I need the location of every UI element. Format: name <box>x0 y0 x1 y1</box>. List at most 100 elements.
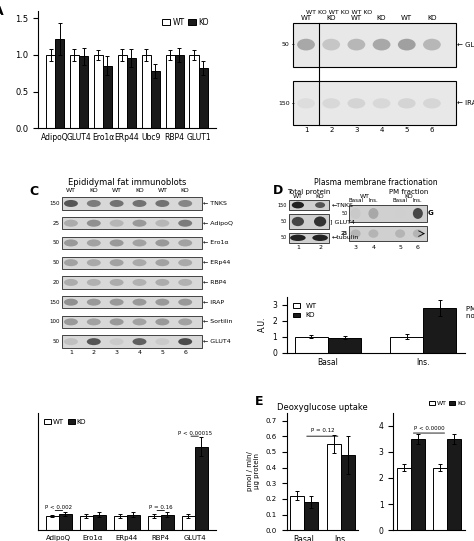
Ellipse shape <box>322 39 340 50</box>
Ellipse shape <box>133 200 146 207</box>
Text: C: C <box>29 185 38 198</box>
Bar <box>62 197 202 209</box>
Ellipse shape <box>64 319 78 325</box>
Bar <box>80 516 93 530</box>
Ellipse shape <box>87 279 101 286</box>
Text: 5: 5 <box>405 127 409 133</box>
Text: KO: KO <box>135 188 144 193</box>
Ellipse shape <box>155 259 169 266</box>
Text: P < 0.002: P < 0.002 <box>46 505 73 510</box>
Ellipse shape <box>178 338 192 345</box>
Ellipse shape <box>373 98 391 109</box>
Text: Total protein: Total protein <box>287 189 331 195</box>
Title: Deoxyglucose uptake: Deoxyglucose uptake <box>277 403 368 412</box>
Text: ← ERp44: ← ERp44 <box>203 260 230 265</box>
Text: 50: 50 <box>281 219 287 224</box>
Ellipse shape <box>413 229 423 238</box>
Ellipse shape <box>395 208 405 219</box>
Text: 4: 4 <box>372 245 375 249</box>
Ellipse shape <box>87 220 101 227</box>
Text: 50: 50 <box>342 211 348 216</box>
Text: G: G <box>428 210 434 216</box>
Bar <box>295 337 328 353</box>
Ellipse shape <box>312 235 328 241</box>
Ellipse shape <box>292 202 304 208</box>
Bar <box>142 55 151 128</box>
Ellipse shape <box>87 338 101 345</box>
Bar <box>62 237 202 249</box>
Text: KO: KO <box>427 15 437 21</box>
Bar <box>341 455 355 530</box>
Bar <box>127 58 136 128</box>
Text: 1: 1 <box>304 127 308 133</box>
Text: 1: 1 <box>296 245 300 249</box>
Text: ← Ero1α: ← Ero1α <box>203 240 228 246</box>
Text: 3: 3 <box>354 127 359 133</box>
Ellipse shape <box>155 319 169 325</box>
Ellipse shape <box>292 217 304 226</box>
Text: ← GLUT4: ← GLUT4 <box>457 42 474 48</box>
Legend: WT, KO: WT, KO <box>290 300 319 321</box>
Ellipse shape <box>133 240 146 247</box>
Text: 150: 150 <box>49 201 60 206</box>
Legend: WT, KO: WT, KO <box>159 15 212 30</box>
Ellipse shape <box>64 299 78 306</box>
Text: WT: WT <box>301 15 311 21</box>
Text: ←TNKS: ←TNKS <box>331 202 353 208</box>
Text: 5: 5 <box>398 245 402 249</box>
Ellipse shape <box>87 200 101 207</box>
Text: 25: 25 <box>342 231 348 236</box>
Ellipse shape <box>155 299 169 306</box>
Bar <box>327 444 341 530</box>
Bar <box>290 496 304 530</box>
Ellipse shape <box>133 299 146 306</box>
Bar <box>289 200 329 210</box>
Text: 20: 20 <box>53 280 60 285</box>
Bar <box>127 514 140 530</box>
Text: 25: 25 <box>53 221 60 226</box>
Ellipse shape <box>395 229 405 238</box>
Text: 6: 6 <box>183 350 187 355</box>
Bar <box>174 55 184 128</box>
Ellipse shape <box>373 39 391 50</box>
Ellipse shape <box>133 279 146 286</box>
Ellipse shape <box>155 200 169 207</box>
Ellipse shape <box>155 220 169 227</box>
Ellipse shape <box>109 299 124 306</box>
Text: WT: WT <box>293 194 303 199</box>
Text: ← GLUT4: ← GLUT4 <box>203 339 231 344</box>
Text: KO: KO <box>90 188 98 193</box>
Bar <box>46 516 59 530</box>
Text: 150: 150 <box>49 300 60 305</box>
Text: 50: 50 <box>53 260 60 265</box>
Ellipse shape <box>423 39 441 50</box>
Text: 2: 2 <box>318 245 322 249</box>
Text: ← RBP4: ← RBP4 <box>203 280 227 285</box>
Bar <box>103 66 112 128</box>
Text: 4: 4 <box>379 127 384 133</box>
Text: 3: 3 <box>115 350 118 355</box>
Bar <box>292 23 456 67</box>
Ellipse shape <box>133 220 146 227</box>
Bar <box>148 516 161 530</box>
Text: WT: WT <box>112 188 122 193</box>
Bar <box>289 233 329 243</box>
Ellipse shape <box>87 240 101 247</box>
Text: 100: 100 <box>49 319 60 325</box>
Text: ← TNKS: ← TNKS <box>203 201 227 206</box>
Text: 150: 150 <box>277 202 287 208</box>
Text: 2: 2 <box>92 350 96 355</box>
Ellipse shape <box>109 220 124 227</box>
Ellipse shape <box>178 279 192 286</box>
Text: 4: 4 <box>137 350 142 355</box>
Text: WT: WT <box>401 15 412 21</box>
Bar <box>447 439 461 530</box>
Ellipse shape <box>155 240 169 247</box>
Bar <box>62 335 202 348</box>
Bar <box>94 55 103 128</box>
Bar <box>62 296 202 308</box>
Text: 50: 50 <box>281 235 287 240</box>
Text: P = 0.12: P = 0.12 <box>310 428 334 433</box>
Ellipse shape <box>314 216 326 227</box>
Ellipse shape <box>297 39 315 50</box>
